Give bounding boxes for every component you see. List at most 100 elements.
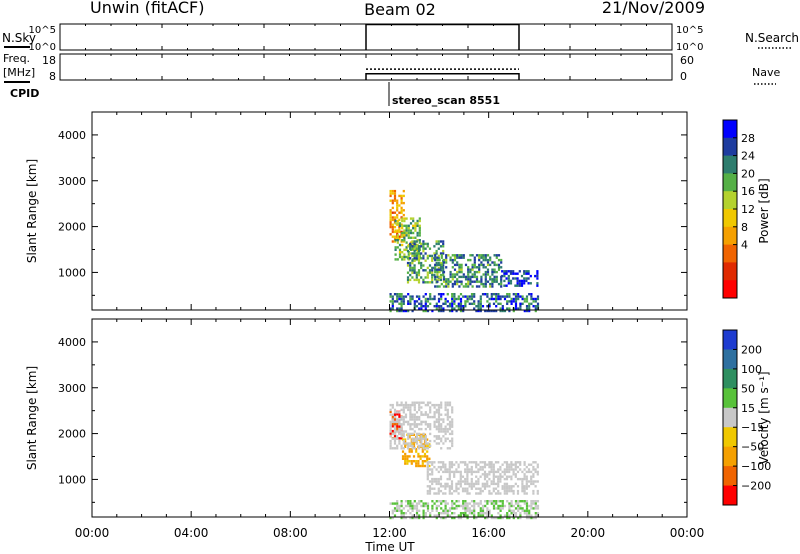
heatmap-cell: [400, 427, 403, 431]
heatmap-cell: [509, 270, 513, 273]
heatmap-cell: [517, 500, 520, 503]
heatmap-cell: [437, 403, 441, 407]
heatmap-cell: [431, 461, 434, 464]
heatmap-cell: [433, 423, 436, 426]
heatmap-cell: [431, 266, 434, 270]
heatmap-cell: [446, 413, 449, 416]
heatmap-cell: [404, 512, 408, 515]
heatmap-cell: [534, 461, 537, 464]
heatmap-cell: [398, 307, 401, 310]
heatmap-cell: [417, 460, 420, 463]
heatmap-cell: [393, 408, 397, 412]
heatmap-cell: [421, 443, 424, 446]
heatmap-cell: [451, 411, 454, 414]
heatmap-cell: [418, 219, 421, 223]
heatmap-cell: [394, 239, 397, 242]
heatmap-cell: [417, 278, 421, 282]
heatmap-cell: [396, 418, 399, 421]
heatmap-cell: [473, 502, 476, 505]
heatmap-cell: [497, 480, 500, 483]
heatmap-cell: [400, 293, 403, 296]
cpid-label: CPID: [10, 87, 39, 100]
heatmap-cell: [514, 473, 517, 476]
heatmap-cell: [437, 406, 441, 409]
heatmap-cell: [426, 281, 429, 284]
heatmap-cell: [422, 245, 425, 248]
heatmap-cell: [437, 261, 440, 265]
heatmap-cell: [510, 489, 513, 493]
heatmap-cell: [497, 507, 500, 510]
heatmap-cell: [530, 502, 533, 505]
heatmap-cell: [444, 482, 447, 486]
heatmap-cell: [442, 420, 445, 424]
heatmap-cell: [532, 507, 535, 510]
heatmap-cell: [403, 217, 406, 220]
heatmap-cell: [470, 482, 473, 486]
heatmap-cell: [488, 500, 491, 503]
heatmap-cell: [434, 263, 437, 267]
heatmap-cell: [491, 285, 494, 288]
heatmap-cell: [523, 475, 526, 478]
heatmap-cell: [413, 257, 416, 260]
heatmap-cell: [431, 468, 434, 471]
heatmap-cell: [398, 248, 402, 251]
heatmap-cell: [436, 275, 439, 279]
heatmap-cell: [516, 461, 520, 464]
heatmap-cell: [480, 282, 483, 286]
heatmap-cell: [484, 500, 487, 503]
heatmap-cell: [406, 462, 409, 465]
heatmap-cell: [442, 463, 445, 466]
heatmap-cell: [466, 516, 469, 520]
heatmap-cell: [437, 408, 441, 412]
heatmap-cell: [423, 460, 427, 463]
heatmap-cell: [402, 403, 405, 407]
heatmap-cell: [516, 465, 520, 469]
heatmap-cell: [499, 475, 502, 478]
heatmap-cell: [444, 300, 447, 303]
heatmap-cell: [448, 463, 451, 466]
colorbar-segment: [723, 191, 737, 210]
heatmap-cell: [503, 473, 506, 476]
heatmap-cell: [431, 504, 434, 508]
heatmap-cell: [393, 430, 397, 433]
heatmap-cell: [426, 489, 429, 493]
heatmap-cell: [389, 300, 392, 303]
nave-label: Nave: [752, 66, 780, 79]
heatmap-cell: [456, 261, 459, 264]
heatmap-cell: [420, 245, 423, 248]
heatmap-cell: [473, 500, 476, 503]
heatmap-cell: [461, 487, 465, 490]
heatmap-cell: [500, 266, 503, 269]
heatmap-cell: [415, 247, 418, 250]
heatmap-cell: [507, 277, 510, 280]
heatmap-cell: [490, 500, 493, 503]
heatmap-cell: [512, 509, 515, 512]
heatmap-cell: [466, 477, 469, 481]
heatmap-cell: [494, 475, 498, 478]
heatmap-cell: [532, 480, 535, 483]
x-tick-label: 00:00: [75, 526, 110, 540]
heatmap-cell: [422, 240, 425, 243]
heatmap-cell: [411, 245, 414, 248]
heatmap-cell: [506, 300, 509, 303]
heatmap-cell: [437, 411, 441, 414]
heatmap-cell: [457, 463, 460, 466]
heatmap-cell: [486, 485, 489, 488]
heatmap-cell: [437, 470, 440, 474]
heatmap-cell: [509, 282, 513, 285]
heatmap-cell: [433, 480, 436, 483]
heatmap-cell: [435, 307, 438, 310]
heatmap-cell: [400, 423, 403, 426]
heatmap-cell: [435, 492, 438, 495]
heatmap-cell: [403, 234, 406, 237]
heatmap-cell: [429, 439, 432, 443]
heatmap-cell: [514, 502, 518, 505]
heatmap-cell: [534, 512, 537, 515]
heatmap-cell: [418, 227, 421, 230]
heatmap-cell: [435, 477, 438, 481]
heatmap-cell: [407, 293, 410, 296]
colorbar-segment: [723, 427, 737, 448]
heatmap-cell: [431, 463, 434, 466]
heatmap-cell: [411, 516, 414, 520]
heatmap-cell: [406, 276, 410, 279]
